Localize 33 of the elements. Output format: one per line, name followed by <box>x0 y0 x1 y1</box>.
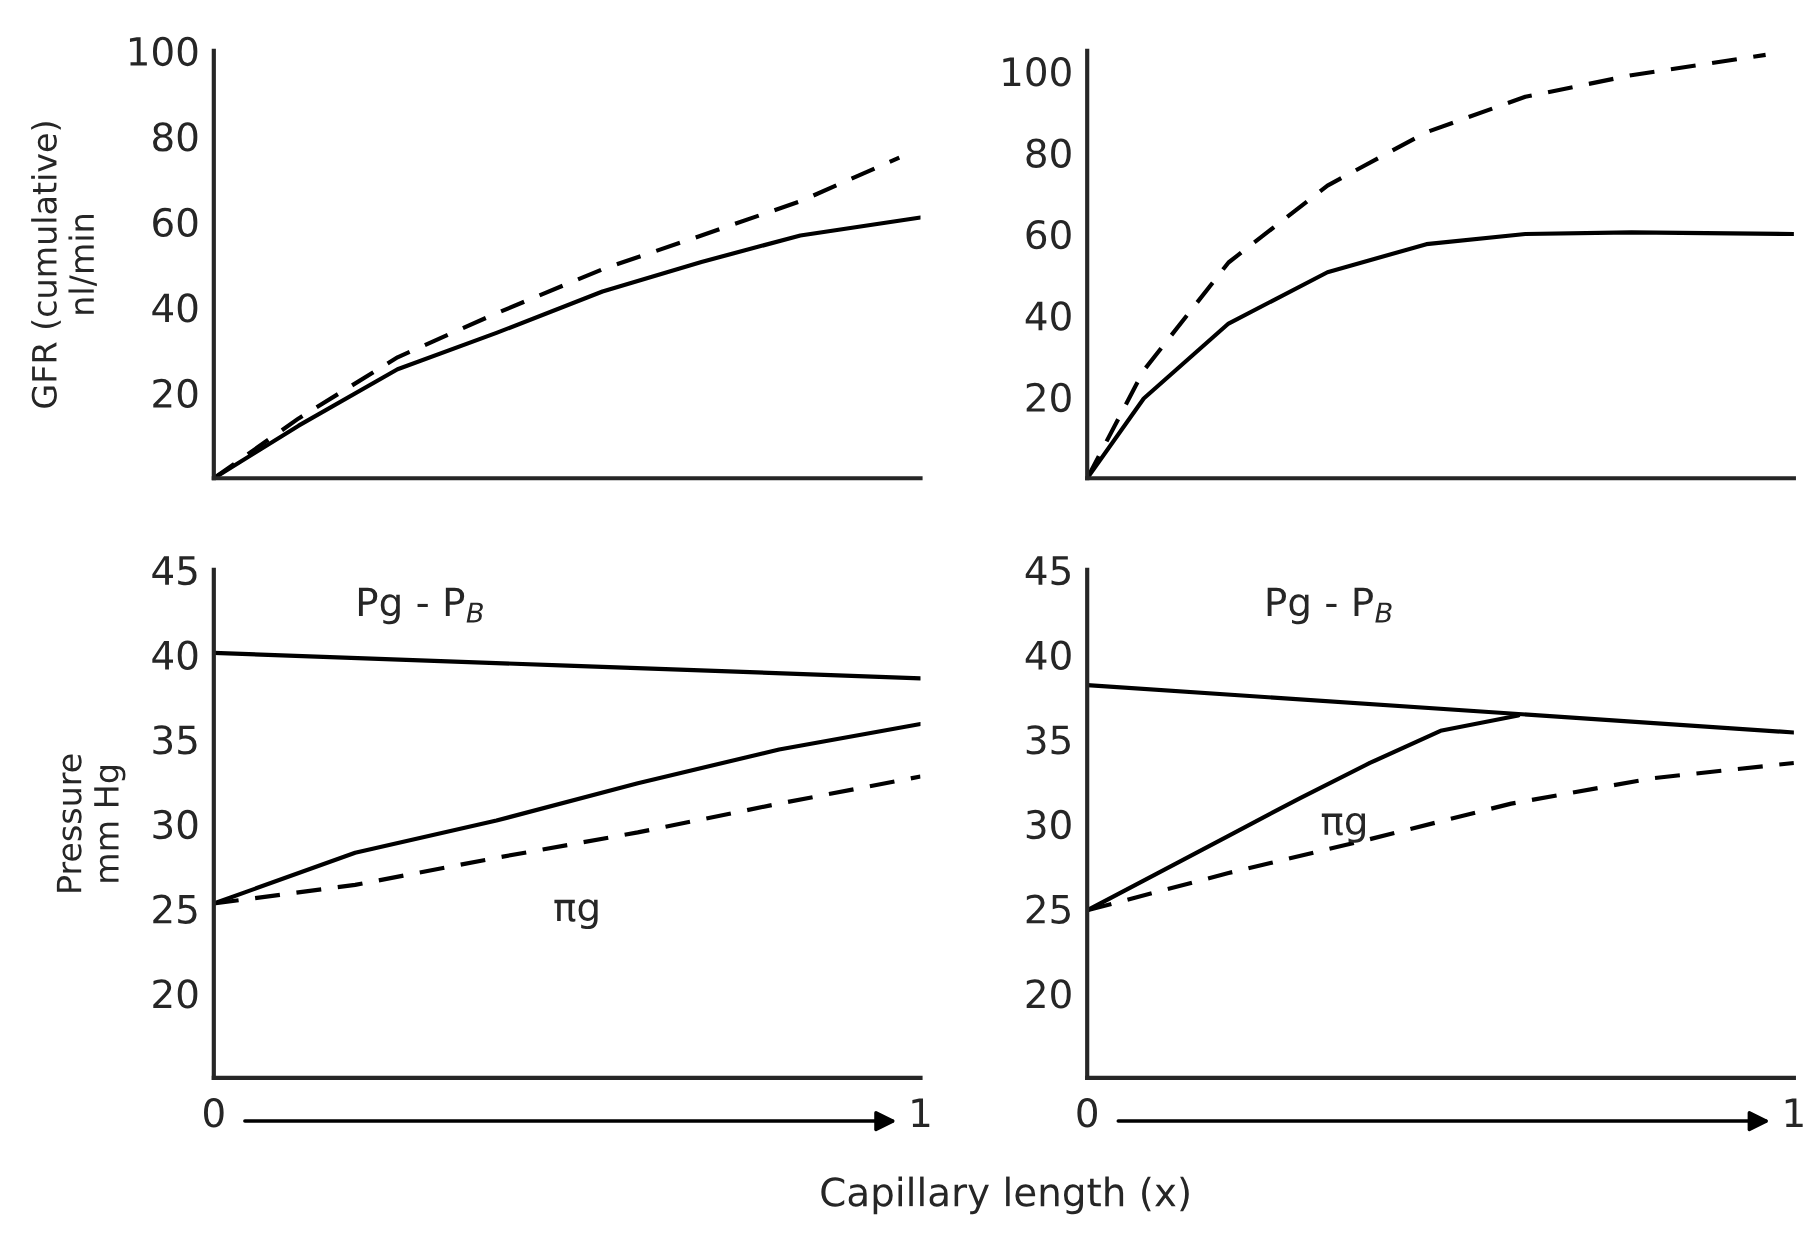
y-tick-label: 20 <box>1026 382 1071 413</box>
annotation: πg <box>1321 812 1365 843</box>
y-tick-label: 60 <box>153 207 198 238</box>
y-tick-label: 100 <box>129 36 198 67</box>
y-tick-label: 40 <box>1025 301 1071 331</box>
y-tick-label: 35 <box>1026 725 1070 755</box>
y-axis-title: GFR (cumulative) nl/min <box>31 122 97 408</box>
y-tick-label: 60 <box>1026 219 1071 250</box>
y-tick-label: 25 <box>1026 894 1070 924</box>
x-tick-label: 1 <box>1785 1098 1803 1127</box>
y-tick-label: 40 <box>152 640 198 670</box>
y-tick-label: 45 <box>152 556 197 586</box>
y-tick-label: 20 <box>153 378 198 409</box>
y-tick-label: 30 <box>153 809 198 840</box>
y-axis-title: Pressure mm Hg <box>56 754 126 892</box>
y-tick-label: 25 <box>153 894 197 924</box>
annotation: Pg - P$_{B}$ <box>1267 587 1392 625</box>
y-tick-label: 80 <box>153 122 198 152</box>
y-tick-label: 45 <box>1025 556 1070 586</box>
y-tick-label: 40 <box>152 293 198 323</box>
annotation: πg <box>554 899 598 930</box>
x-axis-title: Capillary length (x) <box>821 1176 1189 1215</box>
y-tick-label: 30 <box>1026 809 1071 840</box>
y-tick-label: 100 <box>1003 57 1071 87</box>
y-tick-label: 20 <box>1026 979 1071 1009</box>
x-tick-label: 0 <box>204 1098 224 1128</box>
y-tick-label: 40 <box>1025 640 1071 670</box>
x-tick-label: 1 <box>912 1098 930 1127</box>
annotation: Pg - P$_{B}$ <box>358 587 483 625</box>
y-tick-label: 80 <box>1026 138 1071 168</box>
x-tick-label: 0 <box>1077 1098 1097 1128</box>
y-tick-label: 20 <box>153 979 198 1009</box>
y-tick-label: 35 <box>153 725 197 755</box>
